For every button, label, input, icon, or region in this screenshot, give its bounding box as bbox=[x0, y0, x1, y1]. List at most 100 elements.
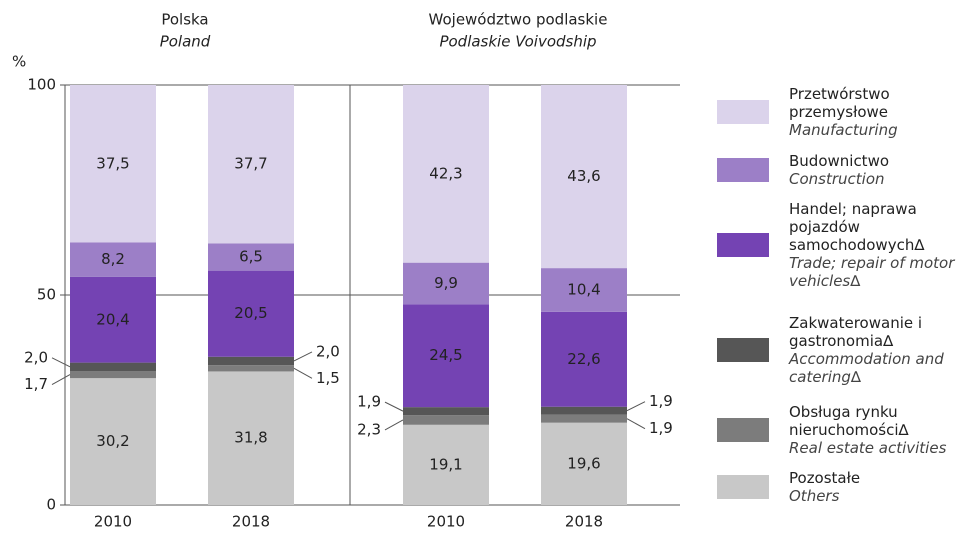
bar-segment bbox=[208, 371, 294, 505]
chart: % 0 50 100 Polska Poland 2010 30,2 1,7 2,0 20,4 8,2… bbox=[12, 11, 680, 531]
legend-text: Obsługa rynku nieruchomości∆ Real estate … bbox=[789, 403, 959, 457]
value-label: 1,5 bbox=[316, 369, 340, 387]
bar-segment bbox=[70, 242, 156, 277]
legend-swatch bbox=[717, 233, 769, 257]
leader-line bbox=[293, 351, 313, 362]
value-label: 2,3 bbox=[357, 420, 381, 438]
value-label: 1,9 bbox=[649, 419, 673, 437]
legend-name: Handel; naprawa pojazdów samochodowych∆ bbox=[789, 200, 925, 254]
bar-segment bbox=[403, 415, 489, 425]
leader-line bbox=[626, 401, 646, 412]
legend-name-en: Manufacturing bbox=[789, 121, 898, 139]
panel-subtitle: Podlaskie Voivodship bbox=[439, 33, 596, 51]
value-label: 22,6 bbox=[567, 350, 600, 368]
bar-segment bbox=[541, 406, 627, 415]
legend-text: Handel; naprawa pojazdów samochodowych∆ T… bbox=[789, 200, 959, 290]
bar-segment bbox=[70, 85, 156, 243]
value-label: 31,8 bbox=[234, 429, 267, 447]
legend-swatch bbox=[717, 418, 769, 442]
value-label: 8,2 bbox=[101, 250, 125, 268]
legend-swatch bbox=[717, 338, 769, 362]
leader-line bbox=[293, 367, 313, 379]
leader-line bbox=[384, 419, 404, 431]
legend-name-en: Accommodation and catering∆ bbox=[789, 350, 944, 386]
y-tick-label: 0 bbox=[46, 496, 56, 514]
leader-line bbox=[384, 401, 404, 412]
value-label: 24,5 bbox=[429, 346, 462, 364]
panel-subtitle: Poland bbox=[160, 33, 211, 51]
value-label: 9,9 bbox=[434, 274, 458, 292]
leader-line bbox=[626, 418, 646, 430]
legend-item: Handel; naprawa pojazdów samochodowych∆ T… bbox=[717, 200, 975, 290]
value-label: 37,7 bbox=[234, 155, 267, 173]
legend-name-en: Real estate activities bbox=[789, 439, 947, 457]
legend-swatch bbox=[717, 475, 769, 499]
legend-swatch bbox=[717, 100, 769, 124]
leader-line bbox=[51, 357, 71, 368]
value-label: 1,7 bbox=[24, 375, 48, 393]
x-tick-label: 2010 bbox=[94, 513, 132, 531]
value-label: 2,0 bbox=[24, 348, 48, 366]
leader-line bbox=[51, 374, 71, 386]
legend-name: Pozostałe bbox=[789, 469, 861, 487]
value-label: 20,5 bbox=[234, 304, 267, 322]
bar-segment bbox=[208, 270, 294, 357]
value-label: 20,4 bbox=[96, 310, 129, 328]
y-tick-label: 100 bbox=[27, 76, 56, 94]
legend-name: Zakwaterowanie i gastronomia∆ bbox=[789, 314, 923, 350]
legend-name-en: Trade; repair of motor vehicles∆ bbox=[789, 254, 955, 290]
value-label: 10,4 bbox=[567, 280, 600, 298]
value-label: 1,9 bbox=[357, 393, 381, 411]
value-label: 37,5 bbox=[96, 154, 129, 172]
value-label: 30,2 bbox=[96, 432, 129, 450]
bar-segment bbox=[208, 356, 294, 366]
bar-segment bbox=[541, 311, 627, 407]
legend-item: Obsługa rynku nieruchomości∆ Real estate … bbox=[717, 403, 975, 457]
value-label: 42,3 bbox=[429, 164, 462, 182]
bar-segment bbox=[208, 243, 294, 271]
legend-name: Budownictwo bbox=[789, 152, 890, 170]
value-label: 43,6 bbox=[567, 167, 600, 185]
x-tick-label: 2018 bbox=[232, 513, 270, 531]
bar-segment bbox=[70, 378, 156, 505]
bar-segment bbox=[541, 422, 627, 505]
legend-item: Pozostałe Others bbox=[717, 469, 975, 505]
value-label: 19,6 bbox=[567, 454, 600, 472]
x-tick-label: 2018 bbox=[565, 513, 603, 531]
bar-segment bbox=[403, 407, 489, 416]
x-tick-label: 2010 bbox=[427, 513, 465, 531]
bar-segment bbox=[70, 362, 156, 372]
legend-name: Obsługa rynku nieruchomości∆ bbox=[789, 403, 909, 439]
legend-name: Przetwórstwo przemysłowe bbox=[789, 85, 890, 121]
value-label: 19,1 bbox=[429, 455, 462, 473]
legend-name-en: Construction bbox=[789, 170, 885, 188]
legend-name-en: Others bbox=[789, 487, 840, 505]
bar-segment bbox=[70, 276, 156, 363]
legend-item: Budownictwo Construction bbox=[717, 152, 975, 188]
panel-title: Województwo podlaskie bbox=[429, 11, 608, 29]
bar-segment bbox=[541, 414, 627, 423]
bar-segment bbox=[541, 85, 627, 269]
bar-segment bbox=[403, 304, 489, 408]
value-label: 6,5 bbox=[239, 247, 263, 265]
y-axis-label: % bbox=[12, 53, 26, 71]
y-tick-label: 50 bbox=[37, 286, 56, 304]
bar-segment bbox=[403, 85, 489, 263]
bar-segment bbox=[541, 268, 627, 312]
legend-text: Pozostałe Others bbox=[789, 469, 959, 505]
legend-text: Budownictwo Construction bbox=[789, 152, 959, 188]
bar-segment bbox=[70, 371, 156, 379]
bar-segment bbox=[403, 424, 489, 505]
value-label: 2,0 bbox=[316, 342, 340, 360]
legend-text: Zakwaterowanie i gastronomia∆ Accommodati… bbox=[789, 314, 959, 386]
bar-segment bbox=[403, 262, 489, 305]
legend-item: Przetwórstwo przemysłowe Manufacturing bbox=[717, 85, 975, 139]
value-label: 1,9 bbox=[649, 392, 673, 410]
panel-title: Polska bbox=[161, 11, 208, 29]
legend-text: Przetwórstwo przemysłowe Manufacturing bbox=[789, 85, 959, 139]
legend-item: Zakwaterowanie i gastronomia∆ Accommodati… bbox=[717, 314, 975, 386]
bar-segment bbox=[208, 85, 294, 244]
bar-segment bbox=[208, 365, 294, 372]
legend-swatch bbox=[717, 158, 769, 182]
